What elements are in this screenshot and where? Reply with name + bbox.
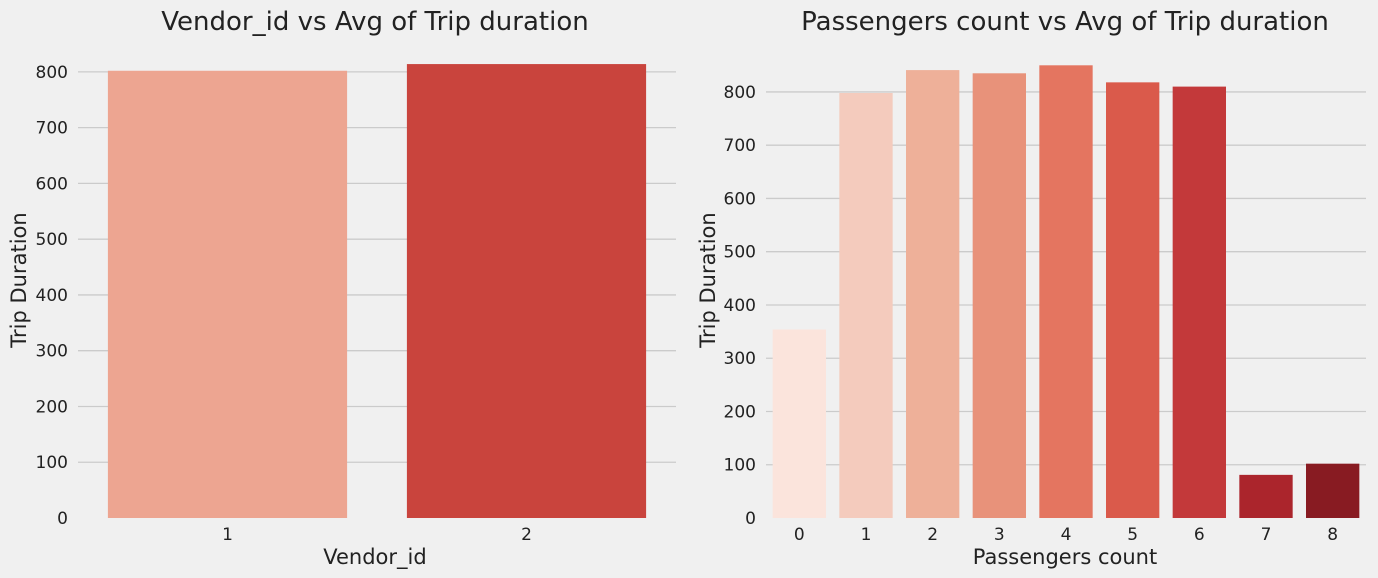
x-tick-label: 4 (1061, 525, 1072, 545)
x-axis-label: Vendor_id (323, 545, 426, 570)
bar (906, 70, 960, 519)
x-tick-label: 5 (1127, 525, 1138, 545)
y-tick-label: 600 (724, 189, 756, 209)
bar (839, 92, 893, 519)
y-axis-label: Trip Duration (7, 212, 31, 348)
x-tick-label: 0 (794, 525, 805, 545)
y-tick-label: 200 (724, 402, 756, 422)
y-tick-label: 800 (36, 63, 68, 83)
x-tick-label: 1 (861, 525, 872, 545)
x-tick-label: 2 (521, 525, 532, 545)
y-tick-label: 300 (724, 349, 756, 369)
y-tick-label: 500 (36, 230, 68, 250)
chart-passengers-trip-duration: Passengers count vs Avg of Trip duration… (696, 7, 1366, 569)
chart-vendor-trip-duration: Vendor_id vs Avg of Trip duration 010020… (7, 7, 676, 570)
y-tick-label: 100 (36, 453, 68, 473)
x-tick-label: 6 (1194, 525, 1205, 545)
y-tick-label: 300 (36, 342, 68, 362)
y-tick-label: 0 (745, 509, 756, 529)
x-tick-label: 1 (222, 525, 233, 545)
y-tick-label: 500 (724, 243, 756, 263)
y-tick-label: 600 (36, 174, 68, 194)
x-tick-labels: 0 1 2 3 4 5 6 7 8 (794, 525, 1338, 545)
bar (772, 329, 826, 518)
bar (406, 64, 647, 519)
x-tick-label: 3 (994, 525, 1005, 545)
y-tick-label: 400 (724, 296, 756, 316)
y-tick-label: 0 (57, 509, 68, 529)
y-tick-labels: 0 100 200 300 400 500 600 700 800 (36, 63, 68, 529)
y-tick-label: 800 (724, 83, 756, 103)
bars (107, 64, 647, 519)
y-tick-label: 200 (36, 397, 68, 417)
bar (1039, 65, 1093, 518)
bar (1172, 86, 1226, 518)
x-tick-label: 8 (1327, 525, 1338, 545)
x-tick-label: 2 (927, 525, 938, 545)
y-tick-label: 400 (36, 286, 68, 306)
bar (1306, 463, 1360, 518)
y-tick-label: 100 (724, 456, 756, 476)
bar (972, 73, 1026, 518)
bars (772, 65, 1360, 519)
bar (1239, 474, 1293, 518)
y-axis-label: Trip Duration (696, 212, 720, 348)
y-tick-labels: 0 100 200 300 400 500 600 700 800 (724, 83, 756, 529)
chart-title: Vendor_id vs Avg of Trip duration (161, 7, 588, 37)
x-tick-label: 7 (1261, 525, 1272, 545)
bar (1106, 82, 1160, 518)
y-tick-label: 700 (724, 136, 756, 156)
x-axis-label: Passengers count (973, 545, 1157, 569)
chart-title: Passengers count vs Avg of Trip duration (801, 7, 1329, 37)
y-tick-label: 700 (36, 119, 68, 139)
bar (107, 70, 348, 518)
